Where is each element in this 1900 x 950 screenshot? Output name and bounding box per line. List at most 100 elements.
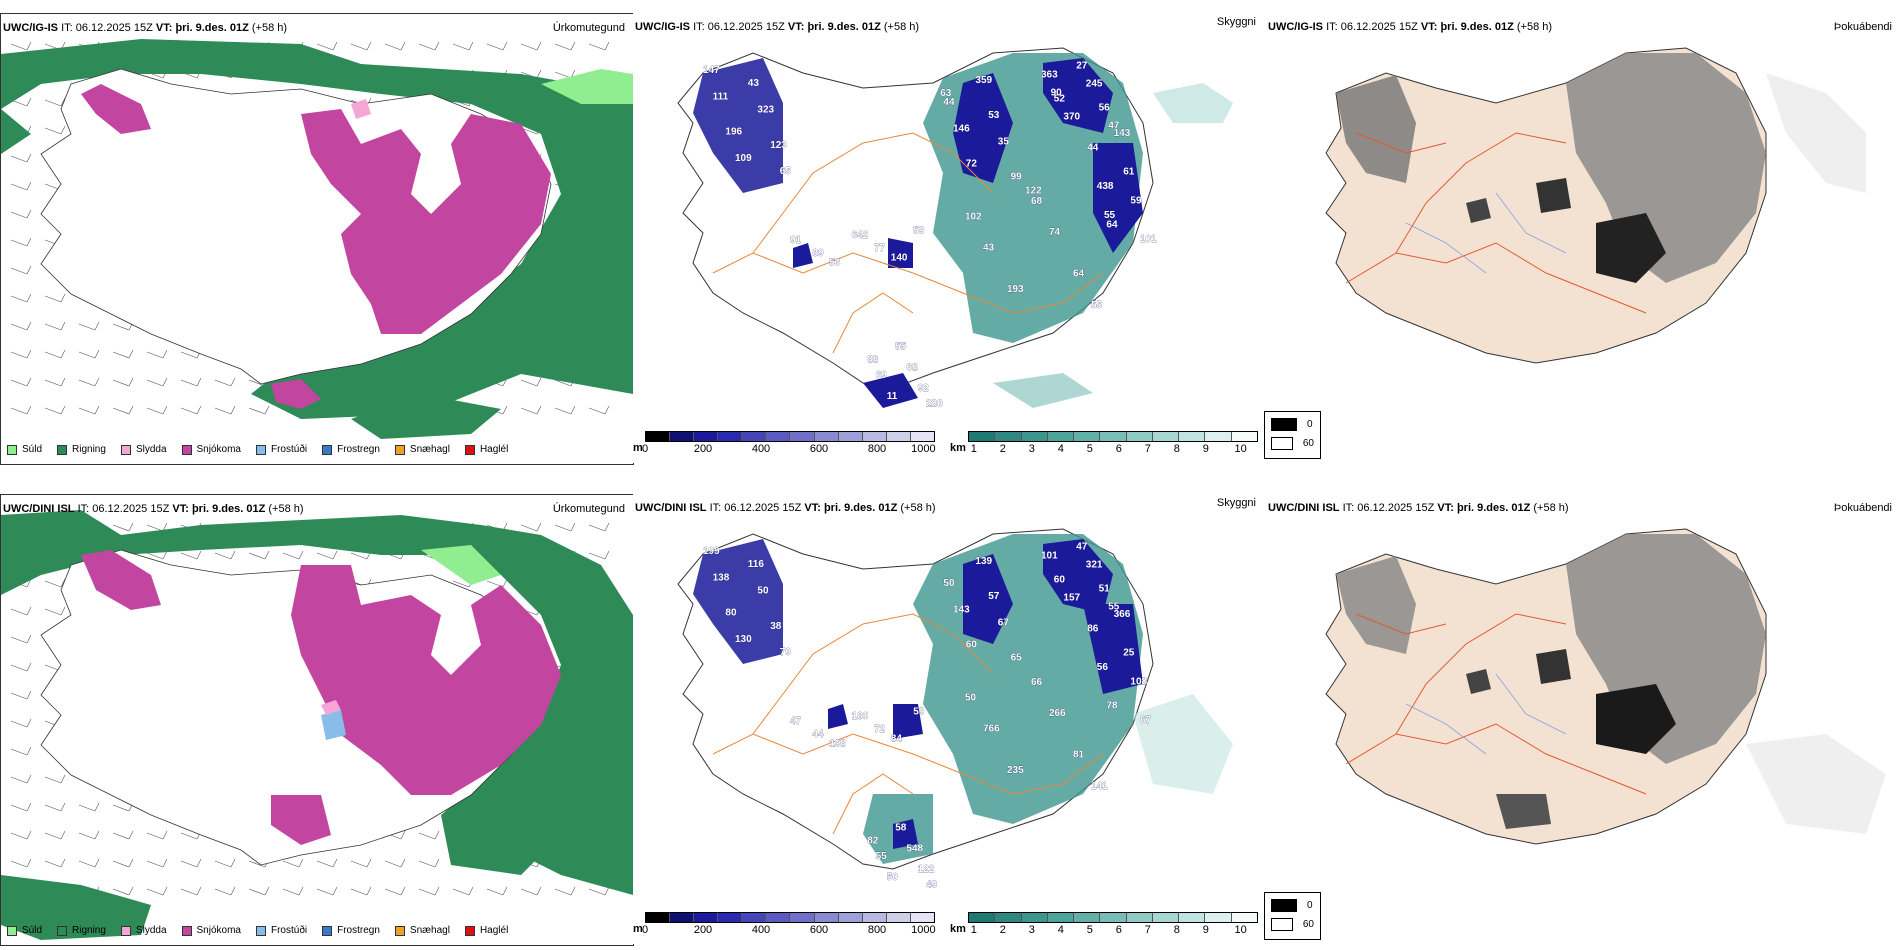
legend-item-hail: Haglél xyxy=(464,444,508,455)
visibility-height-label: 69 xyxy=(876,370,888,381)
valid-time-value: þri. 9.des. 01Z xyxy=(1456,502,1531,514)
colorbar-segment xyxy=(1047,432,1075,441)
init-time-value: 06.12.2025 15Z xyxy=(1340,21,1418,33)
visibility-height-label: 321 xyxy=(1086,560,1103,571)
visibility-height-label: 642 xyxy=(852,230,869,241)
wind-barb xyxy=(418,858,440,868)
visibility-height-colorbar: 0 200 400 600 800 1000 m xyxy=(633,912,936,938)
tick: 800 xyxy=(867,443,887,455)
legend-swatch xyxy=(464,925,475,936)
visibility-height-label: 111 xyxy=(713,91,729,102)
colorbar-segment xyxy=(1126,913,1153,922)
legend-row: 60 xyxy=(1271,437,1314,450)
lead-time: (+58 h) xyxy=(1533,502,1569,514)
wind-barb xyxy=(180,377,202,387)
wind-barb xyxy=(10,802,32,812)
colorbar-segment xyxy=(969,913,996,922)
legend-label: Slydda xyxy=(135,925,167,936)
visibility-height-label: 109 xyxy=(735,153,752,164)
wind-barb xyxy=(44,774,66,784)
visibility-height-label: 199 xyxy=(703,546,720,557)
visibility-height-label: 50 xyxy=(943,578,955,589)
legend-item-hail: Haglél xyxy=(464,925,508,936)
wind-barb xyxy=(10,606,32,616)
legend-label: 0 xyxy=(1307,900,1313,911)
panel-title: Úrkomutegund xyxy=(552,503,625,515)
visibility-height-label: 53 xyxy=(988,110,1000,121)
colorbar-segment xyxy=(814,913,839,922)
visibility-height-label: 55 xyxy=(1091,300,1103,311)
visibility-km-colorbar: 1 2 3 4 5 6 7 8 9 10 km xyxy=(950,912,1258,938)
wind-barb xyxy=(10,209,32,219)
visibility-height-label: 61 xyxy=(1123,167,1135,178)
visibility-height-label: 68 xyxy=(1031,196,1043,207)
visibility-height-label: 198 xyxy=(829,738,846,749)
legend-label: Rigning xyxy=(72,444,106,455)
colorbar-segment xyxy=(1231,432,1257,441)
visibility-height-label: 130 xyxy=(735,634,752,645)
colorbar-segment xyxy=(718,432,743,441)
precip-type-panel-row1: UWC/IG-IS IT: 06.12.2025 15Z VT: þri. 9.… xyxy=(0,13,634,465)
visibility-height-label: 102 xyxy=(965,211,982,222)
wind-barb xyxy=(350,41,372,51)
visibility-height-label: 47 xyxy=(1076,542,1088,553)
wind-barb xyxy=(282,550,304,560)
legend-item-drizzle: Súld xyxy=(7,444,42,455)
precip-type-panel-row2: UWC/DINI ISL IT: 06.12.2025 15Z VT: þri.… xyxy=(0,494,634,946)
wind-barb xyxy=(214,405,236,415)
visibility-height-label: 766 xyxy=(983,724,1000,735)
colorbar-segment xyxy=(838,432,863,441)
model-name: UWC/IG-IS xyxy=(1268,21,1323,33)
wind-barb xyxy=(10,634,32,644)
visibility-height-label: 55 xyxy=(1108,602,1120,613)
legend-swatch xyxy=(1271,918,1293,931)
visibility-height-label: 72 xyxy=(966,159,978,170)
visibility-height-label: 43 xyxy=(748,78,760,89)
panel-header: UWC/IG-IS IT: 06.12.2025 15Z VT: þri. 9.… xyxy=(3,22,629,38)
cloud-indicator-legend: 0 60 xyxy=(1264,892,1321,940)
legend-swatch xyxy=(394,925,405,936)
visibility-height-label: 67 xyxy=(1140,715,1152,726)
visibility-height-label: 44 xyxy=(943,97,955,108)
wind-barb xyxy=(78,349,100,359)
wind-barb xyxy=(316,41,338,51)
visibility-height-label: 47 xyxy=(790,716,802,727)
panel-title: Skyggni xyxy=(1216,16,1256,28)
valid-time-label: VT: xyxy=(804,502,821,514)
legend-label: Slydda xyxy=(135,444,167,455)
legend-label: 60 xyxy=(1302,438,1314,449)
wind-barb xyxy=(44,802,66,812)
wind-barb xyxy=(520,377,542,387)
wind-barb xyxy=(248,405,270,415)
visibility-height-label: 11 xyxy=(887,391,898,402)
tick: 400 xyxy=(751,443,771,455)
lead-time: (+58 h) xyxy=(883,21,920,33)
wind-barb xyxy=(520,886,542,896)
cloud-indicator-legend: 0 60 xyxy=(1264,411,1321,459)
tick: 1 xyxy=(970,443,977,455)
wind-barb xyxy=(10,377,32,387)
colorbar-segment xyxy=(742,432,767,441)
colorbar-segment xyxy=(886,913,911,922)
tick: 10 xyxy=(1234,924,1247,936)
colorbar-segment xyxy=(766,432,791,441)
visibility-height-colorbar: 0 200 400 600 800 1000 m xyxy=(633,431,936,457)
colorbar-segment xyxy=(718,913,743,922)
tick: 200 xyxy=(693,443,713,455)
legend-swatch xyxy=(1271,418,1297,431)
wind-barb xyxy=(10,746,32,756)
visibility-height-label: 438 xyxy=(1097,181,1114,192)
panel-header: UWC/IG-IS IT: 06.12.2025 15Z VT: þri. 9.… xyxy=(1268,21,1896,37)
visibility-height-label: 52 xyxy=(1054,94,1066,105)
visibility-height-label: 245 xyxy=(1086,79,1103,90)
visibility-height-label: 55 xyxy=(895,342,907,353)
wind-barb xyxy=(350,886,372,896)
wind-barb xyxy=(44,321,66,331)
visibility-height-label: 57 xyxy=(988,591,1000,602)
wind-barb xyxy=(554,886,576,896)
colorbar-segment xyxy=(1126,432,1153,441)
tick: 9 xyxy=(1202,924,1209,936)
visibility-height-label: 50 xyxy=(965,692,977,703)
wind-barb xyxy=(10,349,32,359)
legend-label: Snæhagl xyxy=(409,925,450,936)
